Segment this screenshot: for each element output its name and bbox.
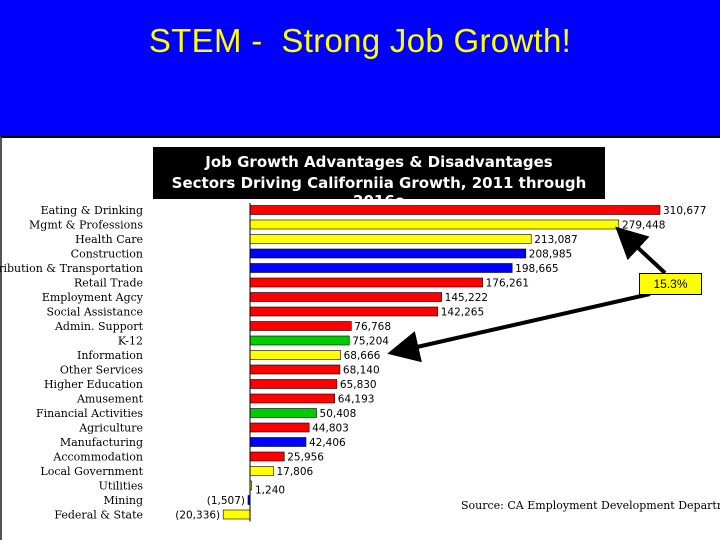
category-label: Information [77,349,143,362]
value-label: 145,222 [445,292,488,304]
chart-panel [0,136,720,540]
category-label: Accommodation [52,451,143,464]
value-label: 50,408 [320,408,357,420]
value-label: 68,140 [343,365,380,377]
bar [249,466,274,476]
bar [249,364,341,375]
source-note: Source: CA Employment Development Depart… [461,499,720,512]
value-label: (20,336) [175,510,220,522]
bar [249,379,338,389]
category-label: Higher Education [44,378,143,391]
bar [249,263,513,273]
category-label: Social Assistance [46,306,143,319]
value-label: 64,193 [338,394,375,406]
category-label: Agriculture [78,422,143,435]
category-label: K-12 [118,335,143,348]
value-label: 279,448 [622,220,665,232]
category-label: Other Services [60,364,143,377]
value-label: 65,830 [340,379,377,391]
value-label: 213,087 [534,234,577,246]
category-label: Manufacturing [60,436,143,449]
value-label: 208,985 [529,249,572,261]
callout-box: 15.3% [639,273,702,295]
category-label: Utilities [99,480,144,493]
category-label: Employment Agcy [42,291,144,304]
bar [249,350,341,360]
value-label: 75,204 [352,336,389,348]
category-label: Health Care [75,233,143,246]
slide-title: STEM - Strong Job Growth! [148,22,572,59]
value-label: 1,240 [255,485,285,497]
category-label: Local Government [40,465,143,478]
category-label: Admin. Support [54,320,144,333]
bar [249,292,442,302]
value-label: (1,507) [207,495,245,507]
bar [249,248,527,259]
bar [249,321,352,331]
category-label: Eating & Drinking [41,204,143,217]
title-band [0,0,720,136]
category-label: Mgmt & Professions [29,219,143,232]
value-label: 68,666 [344,350,381,362]
category-label: Mining [103,494,143,507]
value-label: 176,261 [486,278,529,290]
callout-arrow [387,292,651,363]
bar [249,306,439,317]
bar [222,509,251,520]
value-label: 142,265 [441,307,484,319]
bar [249,408,317,418]
bar [249,422,310,433]
category-label: Financial Activities [36,407,143,420]
value-label: 25,956 [287,452,324,464]
value-label: 76,768 [354,321,391,333]
bar [249,451,285,462]
category-label: Federal & State [54,509,143,522]
bar [249,437,307,447]
value-label: 42,406 [309,437,346,449]
bar [249,234,532,244]
bar [249,277,483,288]
bar [249,205,661,215]
chart-title: Job Growth Advantages & Disadvantages [205,153,553,171]
value-label: 310,677 [663,205,706,217]
bar [249,393,336,404]
chart-title-box: Job Growth Advantages & Disadvantages Se… [153,147,605,210]
value-label: 44,803 [312,423,349,435]
category-label: Construction [71,248,143,261]
category-label: Retail Trade [74,277,143,290]
bar [249,219,620,230]
bar [249,335,350,346]
category-label: Distribution & Transportation [0,262,143,275]
category-label: Amusement [76,393,144,406]
value-label: 198,665 [515,263,558,275]
callout-arrow [615,226,667,275]
value-label: 17,806 [276,466,313,478]
